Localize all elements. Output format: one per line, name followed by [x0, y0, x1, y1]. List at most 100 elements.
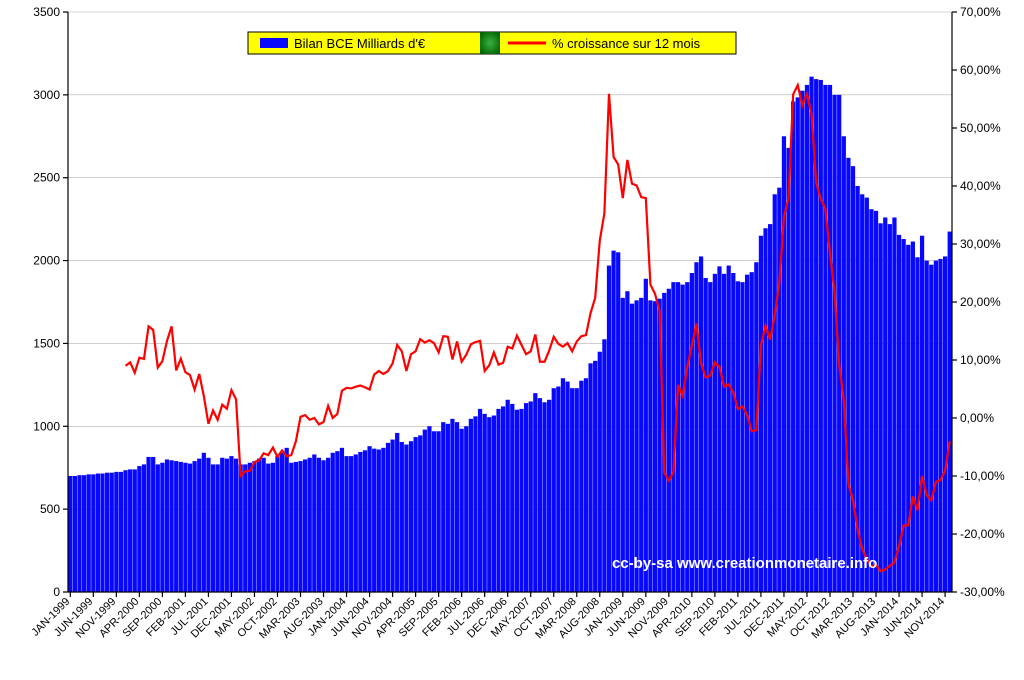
bar [690, 273, 694, 592]
bar [464, 426, 468, 592]
bar [386, 443, 390, 592]
bar [846, 158, 850, 592]
y-left-tick-label: 2000 [33, 254, 60, 268]
bar [400, 442, 404, 592]
bar [321, 460, 325, 592]
bar [354, 454, 358, 592]
bar [538, 398, 542, 592]
bar [915, 257, 919, 592]
bar [768, 224, 772, 592]
bar [87, 474, 91, 592]
bar [888, 224, 892, 592]
y-right-tick-label: 20,00% [960, 295, 1001, 309]
bar [786, 148, 790, 592]
bar [340, 448, 344, 592]
bar [82, 475, 86, 592]
bar [473, 416, 477, 592]
bar [515, 410, 519, 592]
bar [469, 419, 473, 592]
bar [450, 419, 454, 592]
chart-svg: 0500100015002000250030003500-30,00%-20,0… [0, 0, 1024, 680]
bar [906, 245, 910, 592]
bar [266, 464, 270, 592]
bar [823, 85, 827, 592]
bar [938, 259, 942, 592]
bar [280, 453, 284, 592]
bar [819, 80, 823, 592]
y-left-tick-label: 1000 [33, 419, 60, 433]
bar [506, 400, 510, 592]
bar [229, 456, 233, 592]
bar [704, 278, 708, 592]
bar [114, 472, 118, 592]
bar [653, 301, 657, 592]
bar [805, 85, 809, 592]
bar [303, 459, 307, 592]
legend-label-line: % croissance sur 12 mois [552, 36, 701, 51]
bar [169, 460, 173, 592]
bar [128, 469, 132, 592]
bar [377, 449, 381, 592]
bar [796, 97, 800, 592]
y-left-tick-label: 3000 [33, 88, 60, 102]
bar [763, 228, 767, 592]
bar [625, 291, 629, 592]
bar [681, 285, 685, 592]
bar [925, 261, 929, 592]
bar [165, 459, 169, 592]
bar [883, 217, 887, 592]
bar [252, 461, 256, 592]
bar [460, 429, 464, 592]
bar [860, 194, 864, 592]
bar [588, 363, 592, 592]
bar [77, 475, 81, 592]
y-right-tick-label: -30,00% [960, 585, 1005, 599]
bar [248, 463, 252, 592]
bar [197, 459, 201, 592]
bar [575, 388, 579, 592]
bar [740, 282, 744, 592]
bar [395, 433, 399, 592]
attribution-text: cc-by-sa www.creationmonetaire.info [612, 555, 877, 572]
bar [929, 265, 933, 592]
bar [427, 426, 431, 592]
bar [317, 458, 321, 592]
bar [372, 449, 376, 592]
bar [358, 452, 362, 592]
bar [561, 378, 565, 592]
bar [478, 409, 482, 592]
bar [556, 387, 560, 592]
bar [335, 451, 339, 592]
bar [667, 289, 671, 592]
bar [869, 209, 873, 592]
bar [644, 279, 648, 592]
y-right-tick-label: 60,00% [960, 63, 1001, 77]
bar [943, 256, 947, 592]
bar [285, 448, 289, 592]
bar [133, 469, 137, 592]
bar [423, 430, 427, 592]
bar [137, 466, 141, 592]
bar [289, 463, 293, 592]
bar [216, 464, 220, 592]
bar [565, 382, 569, 592]
bar [630, 304, 634, 592]
bar [598, 352, 602, 592]
bar [809, 77, 813, 592]
bar [409, 441, 413, 592]
bar [759, 236, 763, 592]
bar [496, 409, 500, 592]
bar [367, 446, 371, 592]
bar [262, 458, 266, 592]
bar [234, 459, 238, 592]
bar [455, 422, 459, 592]
bar [96, 474, 100, 592]
y-right-tick-label: 70,00% [960, 5, 1001, 19]
y-right-tick-label: -10,00% [960, 469, 1005, 483]
bar [745, 275, 749, 592]
bar [934, 261, 938, 592]
bar [570, 388, 574, 592]
bar [239, 464, 243, 592]
bar [607, 266, 611, 592]
bar [446, 424, 450, 592]
